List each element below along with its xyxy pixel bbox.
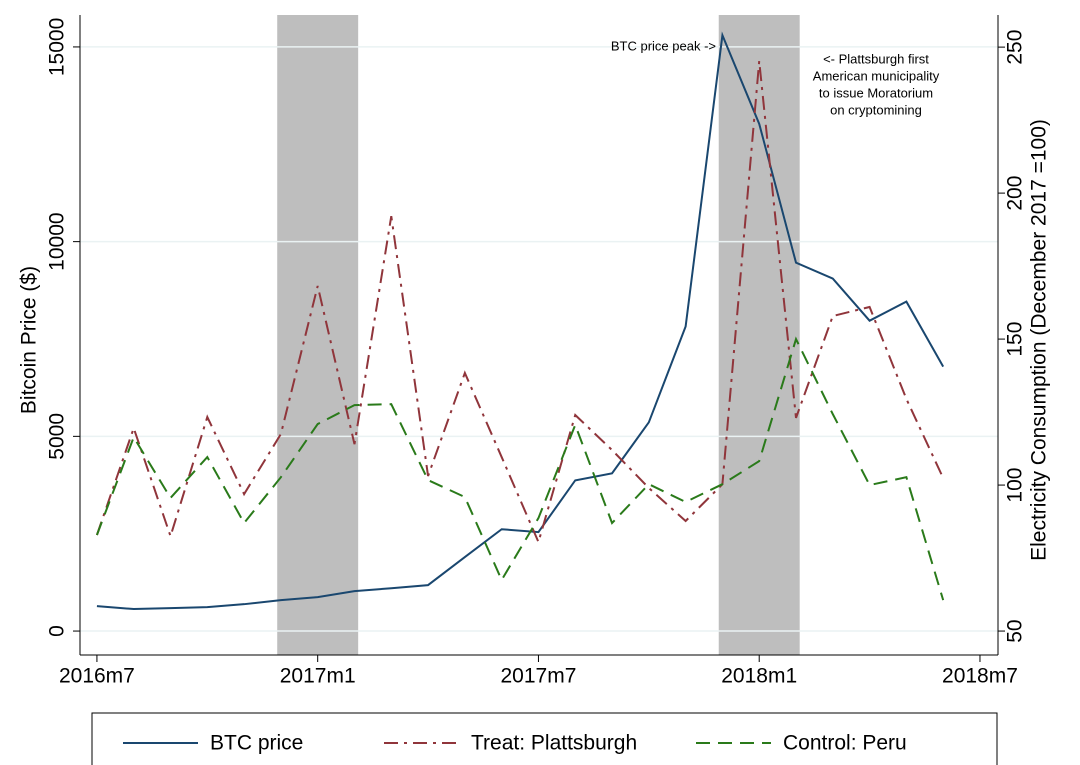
y-tick-label: 5000 bbox=[46, 413, 69, 460]
series-line bbox=[95, 336, 945, 601]
x-tick-label: 2016m7 bbox=[59, 665, 135, 688]
x-tick-label: 2018m1 bbox=[721, 665, 797, 688]
y2-tick-label: 200 bbox=[1004, 176, 1027, 211]
shaded-region bbox=[277, 15, 359, 655]
y-axis-title: Bitcoin Price ($) bbox=[18, 266, 41, 414]
legend-label: BTC price bbox=[210, 732, 303, 755]
legend-box bbox=[91, 712, 998, 765]
x-tick-label: 2018m7 bbox=[942, 665, 1018, 688]
annotation: <- Plattsburgh first bbox=[823, 51, 929, 66]
y-tick-label: 10000 bbox=[46, 212, 69, 270]
y2-axis-title: Electricity Consumption (December 2017 =… bbox=[1028, 119, 1051, 561]
series-line bbox=[96, 31, 945, 611]
x-tick-label: 2017m1 bbox=[280, 665, 356, 688]
y-tick-label: 15000 bbox=[46, 18, 69, 76]
series-line bbox=[95, 61, 945, 545]
y2-tick-label: 100 bbox=[1004, 468, 1027, 503]
legend-label: Control: Peru bbox=[783, 732, 907, 755]
y2-tick-label: 250 bbox=[1004, 30, 1027, 65]
y2-tick-label: 150 bbox=[1004, 322, 1027, 357]
legend-label: Treat: Plattsburgh bbox=[471, 732, 637, 755]
y2-tick-label: 50 bbox=[1004, 619, 1027, 642]
annotation: on cryptomining bbox=[830, 102, 922, 117]
annotation: to issue Moratorium bbox=[819, 85, 933, 100]
x-tick-label: 2017m7 bbox=[501, 665, 577, 688]
annotation: American municipality bbox=[813, 68, 940, 83]
annotation: BTC price peak -> bbox=[611, 38, 716, 53]
y-tick-label: 0 bbox=[46, 625, 69, 637]
